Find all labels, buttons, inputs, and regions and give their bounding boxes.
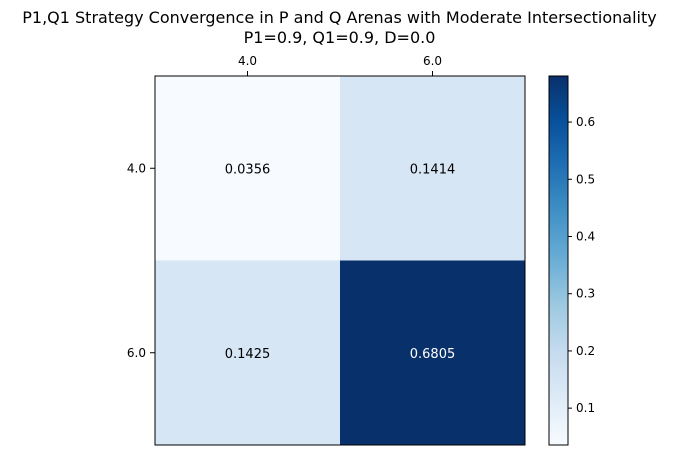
heatmap-cell bbox=[155, 76, 340, 261]
cell-value-label: 0.0356 bbox=[225, 162, 271, 177]
colorbar-axis: 0.1 0.2 0.3 0.4 0.5 0.6 bbox=[568, 115, 595, 415]
y-tick-label: 4.0 bbox=[127, 161, 146, 175]
plot-frame bbox=[154, 75, 526, 446]
heatmap-cell-labels: 0.0356 0.1414 0.1425 0.6805 bbox=[225, 162, 456, 362]
y-tick-label: 6.0 bbox=[127, 346, 146, 360]
colorbar-tick-label: 0.4 bbox=[576, 229, 595, 243]
colorbar bbox=[548, 75, 569, 446]
x-tick-label: 6.0 bbox=[423, 54, 442, 68]
cell-value-label: 0.1414 bbox=[410, 162, 456, 177]
colorbar-tick-label: 0.3 bbox=[576, 287, 595, 301]
colorbar-tick-label: 0.6 bbox=[576, 115, 595, 129]
heatmap-cell bbox=[155, 260, 340, 445]
x-tick-label: 4.0 bbox=[238, 54, 257, 68]
chart-title: P1,Q1 Strategy Convergence in P and Q Ar… bbox=[22, 8, 657, 27]
heatmap-axes: 4.0 6.0 4.0 6.0 bbox=[127, 54, 442, 360]
heatmap-cell bbox=[340, 260, 525, 445]
chart-subtitle: P1=0.9, Q1=0.9, D=0.0 bbox=[243, 28, 436, 47]
heatmap-cells bbox=[155, 76, 525, 445]
cell-value-label: 0.6805 bbox=[410, 347, 456, 362]
colorbar-tick-label: 0.1 bbox=[576, 401, 595, 415]
colorbar-tick-label: 0.5 bbox=[576, 172, 595, 186]
cell-value-label: 0.1425 bbox=[225, 347, 271, 362]
colorbar-tick-label: 0.2 bbox=[576, 344, 595, 358]
heatmap-cell bbox=[340, 76, 525, 261]
